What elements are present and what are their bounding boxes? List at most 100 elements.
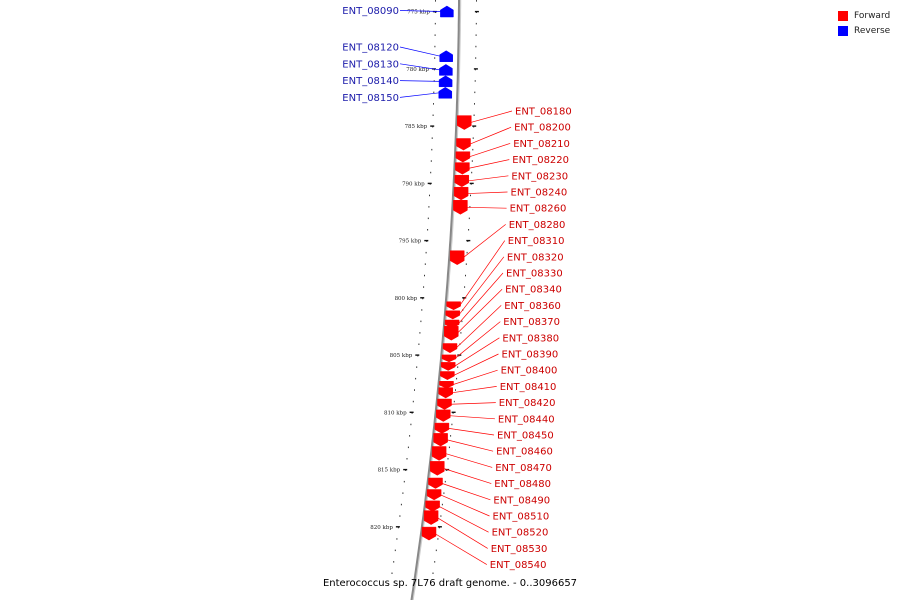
minor-tick-right [475,34,477,36]
forward-gene-label: ENT_08520 [492,528,549,539]
minor-tick-right [474,80,476,82]
forward-gene-arrow [441,354,457,363]
forward-gene-arrow [442,343,458,354]
minor-tick-right [441,503,443,506]
forward-gene-leader [438,505,489,533]
minor-tick-left [419,332,421,334]
reverse-gene-arrow [440,5,454,18]
minor-tick-left [433,91,435,94]
major-tick-left [403,468,408,471]
forward-gene-arrow [455,162,470,175]
forward-gene-arrow [439,381,454,389]
major-tick-left [409,411,414,413]
forward-gene-arrow [431,446,447,461]
minor-tick-right [465,263,467,265]
forward-gene-leader [444,453,493,468]
forward-gene-leader [467,175,509,182]
minor-tick-right [444,480,446,483]
forward-gene-leader [453,353,499,376]
minor-tick-right [443,492,445,494]
minor-tick-right [450,435,452,437]
major-tick-right [466,239,471,242]
forward-gene-arrow [449,250,465,265]
reverse-gene-label: ENT_08090 [342,6,399,17]
forward-gene-arrow [444,326,459,341]
forward-gene-label: ENT_08470 [495,463,552,474]
minor-tick-right [468,229,470,231]
minor-tick-left [429,194,430,197]
minor-tick-left [418,343,420,345]
minor-tick-left [414,389,415,391]
forward-gene-label: ENT_08380 [502,333,559,344]
forward-gene-leader [455,305,502,349]
major-tick-right [474,10,479,13]
forward-gene-leader [436,517,488,549]
ruler-tick-label: 800 kbp [395,296,418,302]
forward-gene-leader [449,415,495,420]
forward-gene-arrow [456,138,471,151]
forward-gene-arrow [426,489,442,501]
minor-tick-right [455,389,456,391]
reverse-gene-arrow [439,50,453,62]
minor-tick-right [474,91,476,94]
minor-tick-left [399,515,401,517]
minor-tick-left [430,171,432,174]
minor-tick-right [471,171,473,174]
forward-gene-label: ENT_08320 [507,252,564,263]
ruler-tick-label: 780 kbp [406,67,429,73]
forward-gene-arrow [428,477,443,489]
forward-gene-label: ENT_08240 [511,188,568,199]
major-tick-right [451,411,456,413]
major-tick-right [469,182,474,185]
minor-tick-right [453,400,455,403]
forward-gene-label: ENT_08310 [508,236,565,247]
forward-gene-arrow [453,200,468,215]
forward-swatch-icon [838,10,848,21]
minor-tick-left [403,480,405,483]
reverse-gene-label: ENT_08150 [342,93,399,104]
forward-gene-arrow [430,461,445,476]
minor-tick-left [407,446,409,449]
reverse-gene-arrow [438,87,453,99]
forward-gene-label: ENT_08230 [511,171,568,182]
minor-tick-right [451,423,453,426]
forward-gene-leader [447,427,495,436]
forward-gene-leader [454,337,500,367]
minor-tick-left [433,103,434,105]
forward-gene-arrow [445,310,461,320]
minor-tick-right [472,137,474,139]
major-tick-left [424,239,429,242]
minor-tick-right [472,148,474,151]
minor-tick-left [434,22,436,25]
forward-gene-label: ENT_08210 [513,139,570,150]
forward-gene-label: ENT_08360 [504,301,561,312]
minor-tick-right [461,320,463,323]
major-tick-left [415,354,420,356]
forward-gene-arrow [440,362,456,371]
minor-tick-right [466,251,468,254]
legend-item-forward: Forward [838,8,890,23]
forward-gene-arrow [433,433,448,447]
forward-gene-leader [450,402,496,405]
map-title: Enterococcus sp. 7L76 draft genome. - 0.… [322,578,578,589]
reverse-gene-arrow [439,64,453,76]
reverse-gene-leader [399,80,440,82]
minor-tick-left [411,412,413,414]
minor-tick-right [471,160,473,162]
legend-label-forward: Forward [854,10,891,21]
minor-tick-left [394,549,396,552]
forward-gene-label: ENT_08530 [491,544,548,555]
ruler-tick-label: 790 kbp [402,181,425,187]
forward-gene-arrow [440,371,455,380]
forward-gene-label: ENT_08480 [494,479,551,490]
forward-gene-label: ENT_08440 [498,414,555,425]
forward-gene-label: ENT_08280 [509,220,566,231]
minor-tick-left [431,137,433,139]
forward-gene-leader [434,533,487,565]
forward-gene-label: ENT_08540 [490,560,547,571]
minor-tick-right [475,22,477,25]
minor-tick-left [432,114,434,116]
forward-gene-leader [457,272,504,325]
major-tick-right [473,68,478,70]
minor-tick-right [463,297,465,300]
